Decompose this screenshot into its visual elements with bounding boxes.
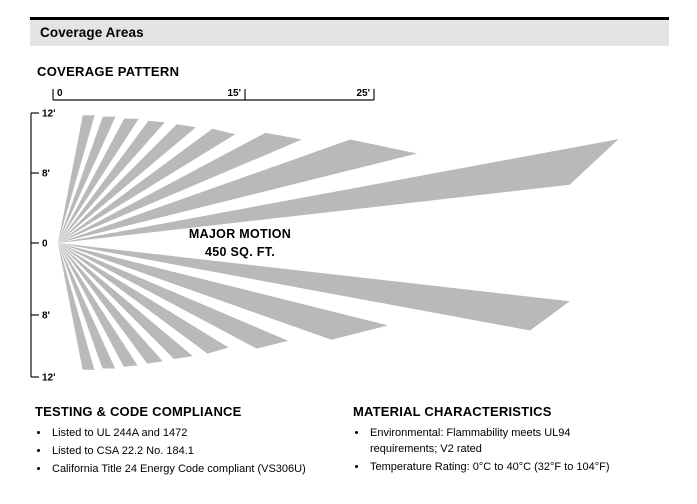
list-item: Temperature Rating: 0°C to 40°C (32°F to…	[368, 460, 633, 476]
coverage-wedge	[58, 118, 139, 243]
testing-compliance-section: TESTING & CODE COMPLIANCE Listed to UL 2…	[35, 404, 353, 480]
list-item: Listed to CSA 22.2 No. 184.1	[50, 444, 353, 460]
coverage-wedge	[58, 132, 302, 243]
coverage-pattern-diagram: 0 15' 25' 12' 8' 0 8' 12' MAJOR MOTION 450 SQ. …	[30, 88, 619, 384]
left-axis-label: 8'	[42, 169, 50, 180]
coverage-wedge	[58, 139, 619, 243]
testing-compliance-list: Listed to UL 244A and 1472 Listed to CSA…	[35, 426, 353, 478]
list-item: California Title 24 Energy Code complian…	[50, 462, 353, 478]
coverage-wedge	[58, 243, 229, 354]
major-motion-label: MAJOR MOTION	[189, 227, 291, 241]
top-axis-label: 15'	[227, 88, 241, 99]
coverage-wedge	[58, 243, 138, 367]
wedge-layer	[58, 115, 619, 370]
coverage-wedge	[58, 243, 289, 349]
coverage-wedge	[58, 128, 236, 243]
left-axis-label: 8'	[42, 311, 50, 322]
coverage-wedge	[58, 243, 95, 370]
testing-compliance-title: TESTING & CODE COMPLIANCE	[35, 404, 242, 419]
list-item: Environmental: Flammability meets UL94 r…	[368, 426, 633, 458]
axis-layer: 0 15' 25' 12' 8' 0 8' 12'	[30, 88, 375, 384]
section-header-bar: Coverage Areas	[30, 17, 669, 46]
coverage-wedge	[58, 120, 165, 243]
bottom-sections: TESTING & CODE COMPLIANCE Listed to UL 2…	[35, 404, 675, 480]
coverage-wedge	[58, 139, 417, 243]
left-axis-label: 12'	[42, 373, 56, 384]
coverage-wedge	[58, 243, 570, 331]
section-header-title: Coverage Areas	[40, 25, 144, 40]
material-characteristics-list: Environmental: Flammability meets UL94 r…	[353, 426, 633, 476]
coverage-wedge	[58, 243, 163, 364]
material-characteristics-section: MATERIAL CHARACTERISTICS Environmental: …	[353, 404, 675, 480]
coverage-area-label: 450 SQ. FT.	[205, 245, 275, 259]
diagram-title: COVERAGE PATTERN	[37, 64, 180, 79]
left-axis-label: 0	[42, 239, 48, 250]
top-axis-label: 25'	[356, 88, 370, 99]
top-axis-label: 0	[57, 88, 63, 99]
left-axis-label: 12'	[42, 109, 56, 120]
coverage-wedge	[58, 124, 196, 243]
coverage-wedge	[58, 243, 193, 359]
coverage-wedge	[58, 243, 388, 340]
material-characteristics-title: MATERIAL CHARACTERISTICS	[353, 404, 552, 419]
list-item: Listed to UL 244A and 1472	[50, 426, 353, 442]
